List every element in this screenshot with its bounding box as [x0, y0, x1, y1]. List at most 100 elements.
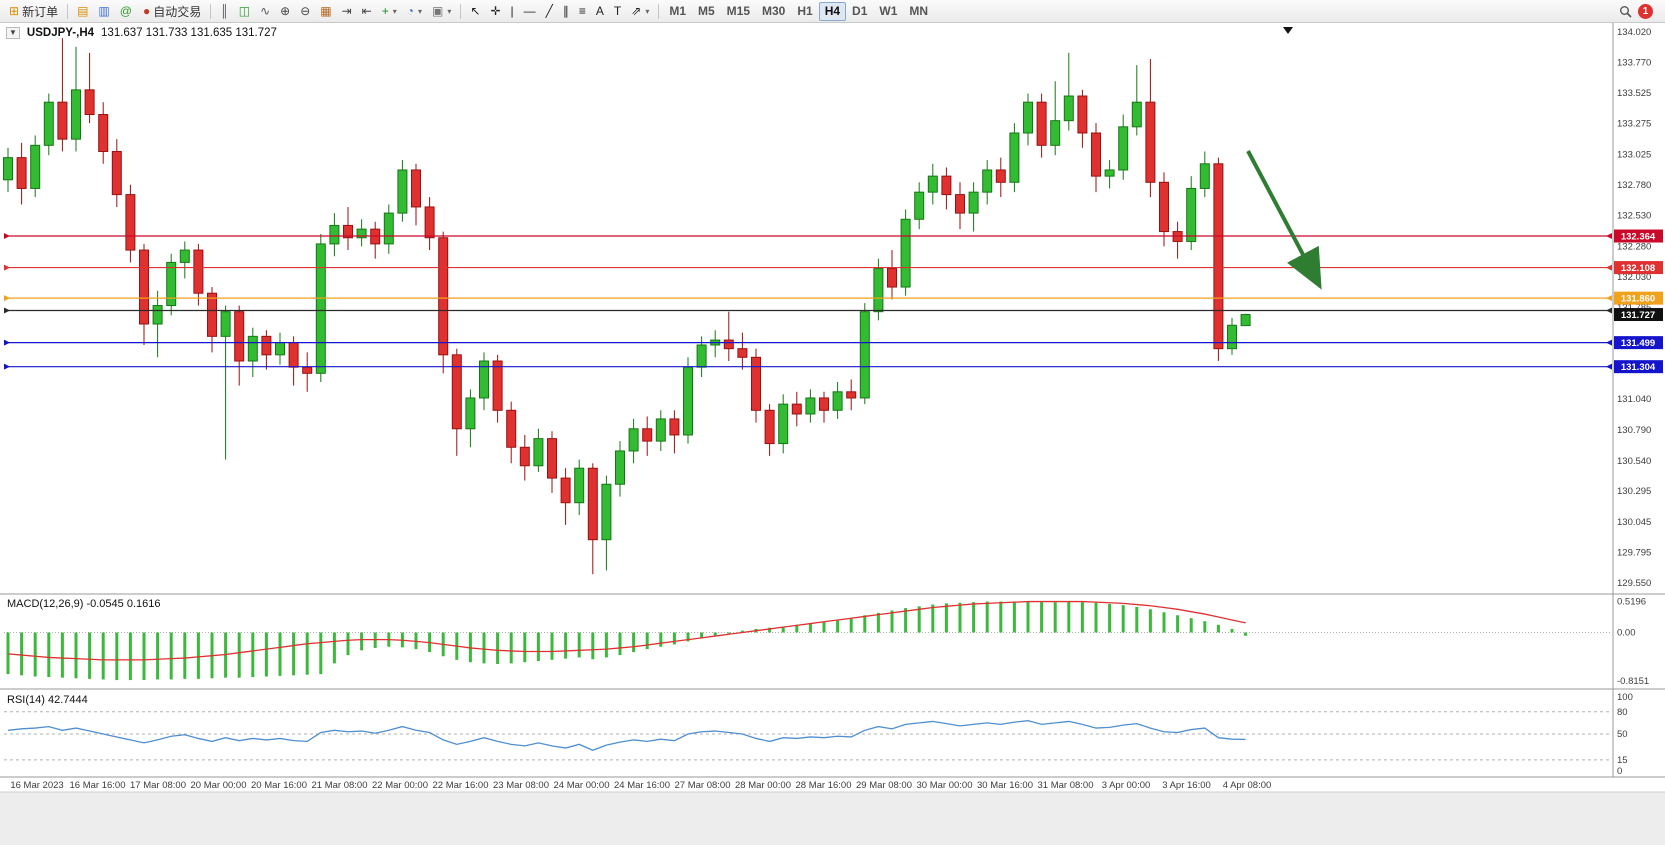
macd-histogram-bar	[876, 612, 880, 633]
timeframe-mn-button[interactable]: MN	[903, 2, 934, 21]
line-anchor[interactable]	[4, 339, 10, 346]
macd-histogram-bar	[169, 632, 173, 680]
candle	[275, 332, 285, 365]
crosshair-button[interactable]: ✛	[485, 2, 505, 21]
price-chart-canvas[interactable]: 134.020 133.770 133.525 133.275 133.025 132.7…	[0, 23, 1665, 845]
line-anchor[interactable]	[1606, 295, 1612, 302]
macd-histogram-bar	[496, 632, 500, 664]
candle	[1159, 172, 1169, 247]
zoom-in-button[interactable]: ⊕	[275, 2, 295, 21]
candle	[587, 463, 598, 575]
candle	[479, 352, 489, 411]
macd-histogram-bar	[944, 603, 948, 633]
candle	[669, 410, 680, 454]
price-axis-tick: 129.795	[1617, 548, 1651, 559]
line-anchor[interactable]	[4, 307, 10, 314]
line-chart-button[interactable]: ∿	[255, 2, 275, 21]
timeframe-m1-button[interactable]: M1	[663, 2, 692, 21]
timeframe-m5-button[interactable]: M5	[692, 2, 721, 21]
rsi-axis-tick: 80	[1617, 707, 1628, 718]
market-watch-button[interactable]: ▤	[72, 2, 93, 21]
candlestick-chart-button[interactable]: ◫	[234, 2, 255, 21]
timeframe-m15-button[interactable]: M15	[721, 2, 756, 21]
macd-histogram-bar	[564, 632, 568, 659]
text-button[interactable]: A	[591, 2, 609, 21]
fibonacci-button[interactable]: ≡	[574, 2, 591, 21]
vertical-line-button[interactable]: |	[506, 2, 519, 21]
chevron-down-icon: ▾	[447, 6, 452, 16]
chart-shift-icon: ⇤	[361, 4, 372, 18]
templates-button[interactable]: ▣ ▾	[427, 2, 456, 21]
collapse-icon[interactable]: ▼	[6, 27, 20, 39]
autotrading-button[interactable]: ● 自动交易	[138, 2, 206, 21]
line-anchor[interactable]	[1606, 264, 1612, 271]
price-axis-tick: 130.540	[1617, 456, 1651, 467]
trend-arrow[interactable]	[1246, 150, 1322, 290]
macd-histogram-bar	[1230, 628, 1234, 633]
macd-histogram-bar	[523, 632, 527, 663]
line-anchor[interactable]	[1606, 307, 1612, 314]
bar-chart-button[interactable]: ║	[215, 2, 234, 21]
candle	[941, 167, 952, 210]
macd-histogram-bar	[183, 632, 187, 679]
search-button[interactable]	[1614, 2, 1637, 21]
cursor-icon: ↖	[470, 4, 481, 18]
candle	[1091, 123, 1101, 193]
macd-histogram-bar	[591, 632, 595, 660]
new-order-button[interactable]: ⊞ 新订单	[4, 2, 63, 21]
candle	[968, 182, 979, 232]
candle	[819, 391, 829, 423]
zoom-out-button[interactable]: ⊖	[295, 2, 315, 21]
line-anchor[interactable]	[4, 264, 10, 271]
crosshair-icon: ✛	[490, 4, 501, 18]
macd-histogram-bar	[550, 632, 554, 660]
arrows-tool-button[interactable]: ⇗ ▾	[626, 2, 654, 21]
time-axis-tick: 27 Mar 08:00	[675, 780, 731, 791]
equidistant-channel-button[interactable]: ∥	[558, 2, 574, 21]
indicators-icon: +	[381, 4, 389, 18]
candle	[1104, 160, 1115, 189]
auto-scroll-button[interactable]: ⇥	[337, 2, 357, 21]
trendline-button[interactable]: ╱	[541, 2, 558, 21]
candle	[1145, 59, 1156, 198]
timeframe-h1-button[interactable]: H1	[791, 2, 818, 21]
macd-signal-line	[7, 600, 1246, 661]
timeframe-d1-button[interactable]: D1	[846, 2, 873, 21]
chart-shift-button[interactable]: ⇤	[357, 2, 377, 21]
macd-histogram-bar	[795, 624, 799, 633]
line-chart-icon: ∿	[260, 4, 271, 18]
time-axis-tick: 3 Apr 16:00	[1162, 780, 1211, 791]
cursor-button[interactable]: ↖	[465, 2, 485, 21]
line-anchor[interactable]	[4, 295, 10, 302]
timeframe-h4-button[interactable]: H4	[818, 1, 847, 21]
line-anchor[interactable]	[1606, 339, 1612, 346]
notification-badge[interactable]: 1	[1638, 3, 1653, 19]
time-axis-tick: 31 Mar 08:00	[1038, 780, 1094, 791]
time-axis-tick: 20 Mar 00:00	[191, 780, 247, 791]
navigator-button[interactable]: ▥	[93, 2, 114, 21]
line-anchor[interactable]	[1606, 363, 1612, 370]
candle	[356, 219, 367, 247]
macd-histogram-bar	[47, 632, 51, 678]
horizontal-line-button[interactable]: —	[519, 2, 541, 21]
templates-icon: ▣	[432, 4, 444, 18]
periods-button[interactable]: ◔ ▾	[402, 2, 427, 21]
rsi-axis-tick: 15	[1617, 755, 1628, 766]
price-axis-tick: 131.040	[1617, 394, 1651, 405]
mql5-community-button[interactable]: @	[115, 2, 137, 21]
candle	[98, 102, 109, 164]
label-button[interactable]: T	[609, 2, 626, 21]
price-label: 131.860	[1621, 294, 1655, 305]
line-anchor[interactable]	[1606, 233, 1612, 240]
chevron-down-icon: ▾	[418, 6, 423, 16]
macd-histogram-bar	[632, 632, 636, 653]
indicators-button[interactable]: + ▾	[377, 2, 402, 21]
timeframe-w1-button[interactable]: W1	[873, 2, 903, 21]
candle	[791, 391, 802, 427]
timeframe-m30-button[interactable]: M30	[756, 2, 791, 21]
candle	[1036, 93, 1047, 158]
line-anchor[interactable]	[4, 363, 10, 370]
line-anchor[interactable]	[4, 233, 10, 240]
tile-windows-button[interactable]: ▦	[315, 2, 336, 21]
